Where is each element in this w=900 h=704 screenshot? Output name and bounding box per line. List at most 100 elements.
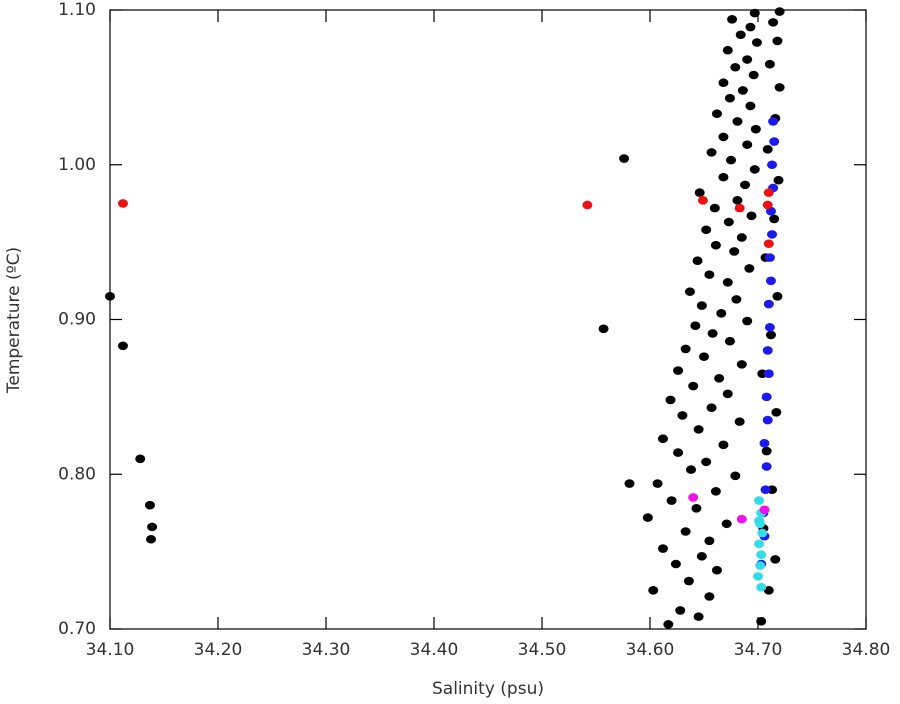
data-point — [706, 403, 717, 413]
data-point — [765, 330, 776, 340]
data-point — [769, 214, 780, 224]
data-point — [692, 256, 703, 265]
data-point — [754, 496, 765, 505]
data-point — [690, 321, 701, 330]
data-point — [709, 203, 720, 213]
data-point — [736, 360, 747, 369]
data-point — [768, 18, 779, 27]
data-point — [686, 465, 697, 474]
data-point — [691, 503, 702, 513]
data-point — [693, 612, 704, 621]
data-point — [745, 101, 756, 111]
data-point — [734, 417, 745, 426]
data-point — [762, 346, 773, 355]
data-point — [763, 188, 774, 197]
data-point — [663, 620, 674, 629]
data-point — [767, 230, 778, 239]
data-point — [763, 299, 774, 309]
data-point — [740, 180, 751, 190]
data-point — [744, 264, 755, 273]
y-tick-label: 1.00 — [58, 155, 96, 175]
data-point — [722, 278, 733, 287]
data-point — [701, 457, 712, 467]
data-point — [735, 30, 746, 40]
data-point — [721, 519, 732, 529]
data-point — [754, 516, 765, 525]
y-tick-label: 1.10 — [58, 0, 96, 20]
data-point — [760, 485, 771, 495]
data-point — [718, 172, 729, 182]
data-point — [749, 165, 760, 174]
data-point — [736, 233, 747, 242]
data-point — [704, 536, 715, 546]
data-point — [755, 561, 766, 570]
data-point — [135, 454, 146, 464]
data-point — [673, 366, 684, 375]
data-point — [699, 352, 709, 361]
data-point — [714, 374, 725, 383]
data-point — [711, 565, 722, 575]
data-point — [742, 316, 753, 326]
data-point — [764, 253, 775, 262]
data-point — [666, 496, 677, 505]
data-point — [762, 415, 773, 425]
data-point — [598, 324, 609, 334]
x-tick-label: 34.40 — [410, 640, 459, 660]
data-point — [746, 211, 757, 221]
data-point — [763, 239, 774, 248]
data-point — [624, 479, 635, 488]
y-tick-label: 0.80 — [58, 464, 96, 484]
data-point — [753, 572, 763, 581]
data-point — [675, 606, 686, 615]
data-point — [117, 341, 128, 351]
data-point — [774, 7, 785, 16]
data-point — [727, 14, 738, 24]
data-point — [772, 291, 783, 301]
data-point — [718, 78, 729, 88]
data-point — [697, 196, 708, 205]
data-point — [688, 381, 699, 391]
data-point — [680, 344, 691, 354]
x-axis-label: Salinity (psu) — [432, 679, 544, 699]
data-point — [768, 117, 779, 126]
data-point — [767, 160, 778, 170]
data-point — [736, 514, 747, 524]
data-point — [704, 592, 715, 601]
data-point — [730, 62, 741, 72]
data-point — [673, 448, 684, 457]
data-point — [696, 551, 707, 561]
data-point — [696, 301, 707, 310]
data-point — [706, 148, 717, 157]
data-point — [677, 411, 688, 420]
data-point — [763, 369, 774, 378]
data-point — [742, 55, 753, 64]
data-point — [648, 586, 659, 595]
data-point — [734, 203, 745, 213]
data-point — [737, 86, 748, 95]
data-point — [759, 505, 770, 515]
data-point — [657, 544, 668, 553]
data-point — [764, 59, 775, 69]
data-point — [732, 117, 743, 126]
data-point — [763, 586, 774, 595]
data-point — [749, 8, 760, 18]
x-tick-label: 34.10 — [86, 640, 135, 660]
data-point — [751, 38, 762, 47]
data-point — [765, 276, 776, 286]
data-point — [761, 446, 772, 456]
data-point — [770, 555, 781, 564]
data-point — [745, 22, 756, 32]
data-point — [693, 425, 704, 434]
data-point — [642, 513, 653, 522]
data-point — [754, 539, 765, 549]
data-point — [694, 188, 705, 197]
data-point — [117, 199, 128, 208]
data-point — [711, 109, 722, 118]
x-tick-label: 34.30 — [302, 640, 351, 660]
data-point — [722, 45, 733, 55]
data-point — [701, 225, 712, 235]
data-point — [730, 471, 741, 481]
data-point — [707, 329, 718, 338]
data-point — [761, 392, 772, 402]
